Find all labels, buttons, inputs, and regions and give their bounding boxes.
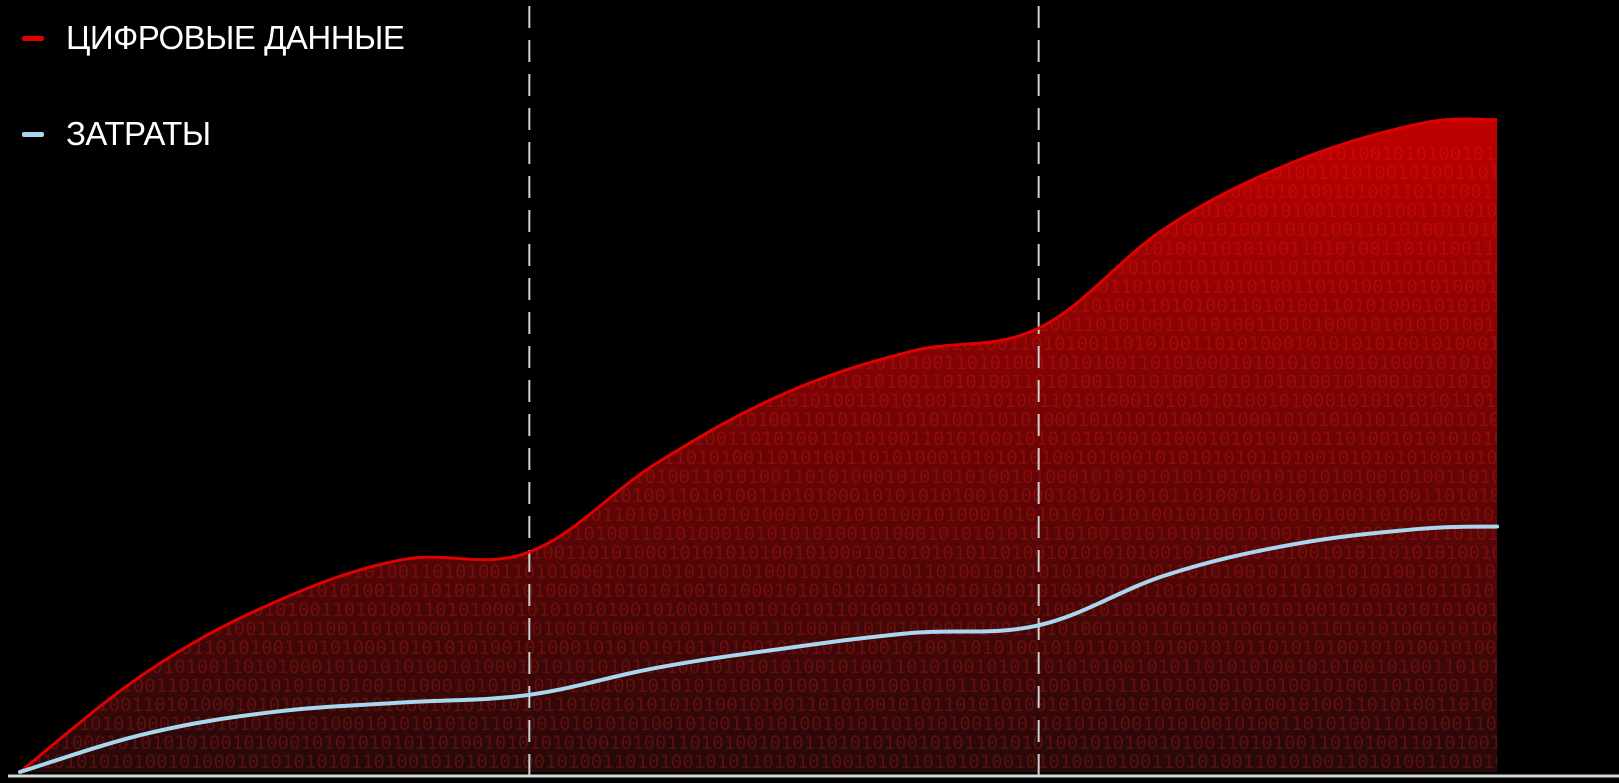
binary-row: 1010100110101001101010001010101010010100… (0, 675, 1585, 697)
binary-row: 0100110101001101010011010100010101010100… (0, 656, 1592, 678)
binary-pattern: 0110101001101010011010100110101000101010… (0, 143, 1619, 783)
area-digital-data (20, 119, 1498, 772)
binary-row: 1010011010100010101010100101000101010101… (10, 713, 1611, 735)
legend-swatch-costs (22, 131, 44, 137)
legend-label-costs: ЗАТРАТЫ (66, 115, 211, 152)
line-digital-data (19, 117, 1498, 774)
legend: ЦИФРОВЫЕ ДАННЫЕ ЗАТРАТЫ (22, 18, 405, 210)
binary-row: 0101010100101000101010101011010010101010… (0, 770, 1590, 783)
phase-dividers (528, 6, 1040, 776)
data-area-fill (20, 119, 1498, 772)
binary-row: 1101010001010101010010100010101010101101… (3, 732, 1604, 754)
binary-row: 0011010100110101000101010101001010001010… (17, 694, 1618, 716)
legend-item-costs: ЗАТРАТЫ (22, 114, 404, 154)
series-lines (18, 117, 1500, 774)
binary-row: 0110101001101010011010100110101000101010… (0, 637, 1599, 659)
line-costs (18, 524, 1500, 774)
legend-label-digital-data: ЦИФРОВЫЕ ДАННЫЕ (66, 19, 405, 56)
binary-row: 0101001010011010100110101001101010011010… (12, 599, 1613, 621)
legend-item-digital-data: ЦИФРОВЫЕ ДАННЫЕ (22, 18, 405, 58)
binary-row: 0101001101010011010100110101001101010001… (5, 618, 1606, 640)
binary-row: 1010101001010100101001101010011010100110… (0, 561, 1587, 583)
binary-row: 0100101010010100110101001101010011010100… (19, 580, 1619, 602)
legend-swatch-digital-data (22, 35, 44, 41)
binary-row: 1000101010101001010001010101010110100101… (0, 751, 1597, 773)
